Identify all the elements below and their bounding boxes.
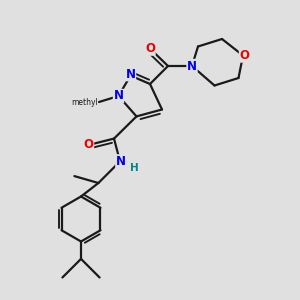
- Text: O: O: [145, 42, 155, 55]
- Text: O: O: [239, 49, 250, 62]
- Text: N: N: [116, 155, 126, 168]
- Text: H: H: [130, 163, 139, 173]
- Text: methyl: methyl: [71, 98, 98, 107]
- Text: N: N: [187, 59, 197, 73]
- Text: N: N: [125, 68, 136, 81]
- Text: O: O: [83, 138, 94, 151]
- Text: N: N: [113, 89, 124, 103]
